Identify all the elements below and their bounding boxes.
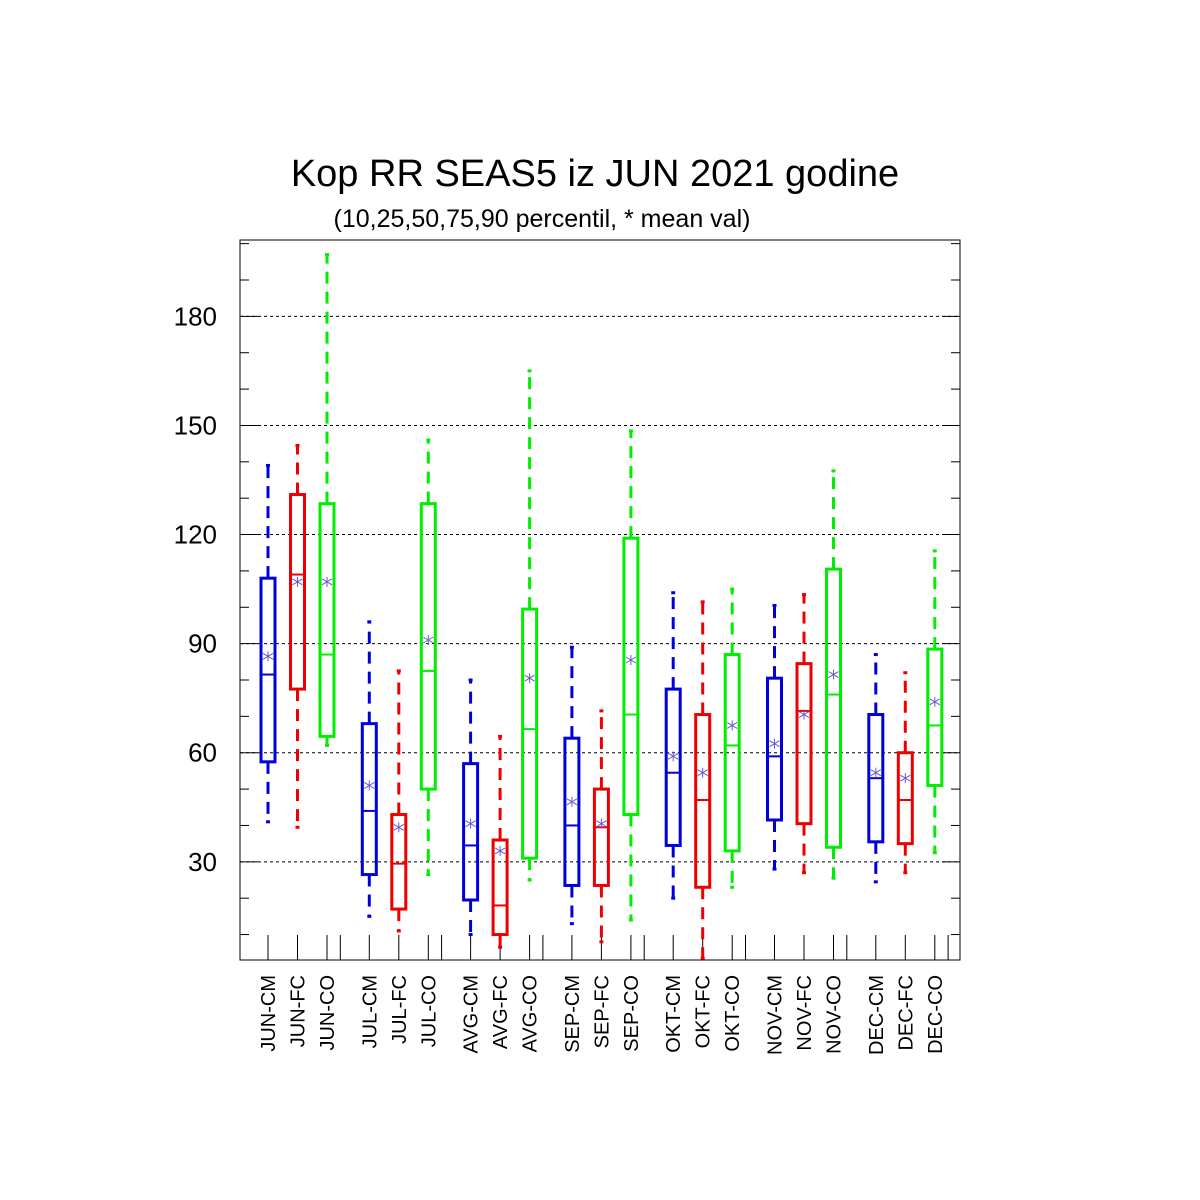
y-tick-label: 120 [174,520,217,550]
category-label: OKT-CO [722,975,744,1052]
category-label: DEC-CM [866,975,888,1055]
iqr-box [622,536,640,817]
mean-marker [494,845,506,856]
mean-marker [798,709,810,720]
gridlines [240,315,960,863]
box-okt-fc [694,600,712,960]
box-dec-co [926,549,944,855]
box-sep-fc [592,709,610,944]
category-label: NOV-CM [765,975,787,1055]
category-label: JUN-FC [288,975,310,1047]
mean-marker [393,822,405,833]
category-label: JUL-CO [418,975,440,1047]
category-label: NOV-FC [794,975,816,1051]
box-okt-co [723,587,741,889]
mean-marker [596,818,607,829]
iqr-box [896,751,914,846]
mean-marker [321,576,333,587]
iqr-box [664,687,682,847]
category-label: SEP-CO [621,975,643,1052]
mean-marker [929,696,941,707]
category-label: AVG-CM [461,975,483,1054]
category-label: NOV-CO [824,975,846,1054]
y-tick-label: 60 [188,738,217,768]
mean-marker [726,720,738,731]
mean-marker [900,773,911,784]
box-avg-co [521,369,539,882]
iqr-box [766,676,783,822]
category-label: JUL-FC [389,975,411,1044]
y-tick-label: 90 [188,629,217,659]
plot-frame [239,239,961,961]
iqr-box [825,567,842,849]
box-nov-cm [766,603,783,871]
iqr-box [491,838,509,937]
category-label: OKT-FC [693,975,715,1048]
mean-marker [566,796,578,807]
box-avg-fc [491,734,509,949]
box-series [259,253,944,960]
iqr-box [259,576,277,764]
category-label: JUL-CM [359,975,381,1048]
mean-marker [524,673,535,684]
chart-title: Kop RR SEAS5 iz JUN 2021 godine [291,153,899,195]
axes: 30 60 90 120 150 180 [174,239,961,961]
category-label: SEP-FC [591,975,613,1048]
box-okt-cm [664,591,682,900]
box-jul-cm [360,620,378,918]
y-tick-label: 150 [174,410,217,440]
mean-marker [667,751,679,762]
mean-marker [364,780,375,791]
iqr-box [360,722,378,877]
box-nov-fc [795,593,813,875]
category-label: DEC-FC [895,975,917,1051]
category-label: AVG-CO [520,975,542,1052]
iqr-box [563,736,581,887]
box-sep-co [622,429,640,922]
iqr-box [795,662,813,826]
iqr-box [390,813,408,911]
mean-marker [697,767,708,778]
box-jun-cm [259,463,277,824]
iqr-box [462,762,480,902]
category-label: OKT-CM [663,975,685,1053]
category-label: JUN-CM [258,975,280,1052]
box-dec-fc [896,671,914,875]
chart-subtitle: (10,25,50,75,90 percentil, * mean val) [334,205,751,233]
mean-marker [292,576,303,587]
box-jun-fc [289,443,306,829]
box-nov-co [825,469,842,880]
iqr-box [289,493,306,691]
iqr-box [592,787,610,887]
category-label: DEC-CO [925,975,947,1054]
iqr-box [419,502,437,791]
mean-marker [769,738,780,749]
iqr-box [318,502,336,738]
box-jun-co [318,253,336,747]
y-tick-label: 180 [174,301,217,331]
category-label: AVG-FC [490,975,512,1049]
box-jul-co [419,438,437,877]
mean-marker [262,651,274,662]
box-dec-cm [867,653,885,884]
box-avg-cm [462,678,480,937]
category-labels: JUN-CM JUN-FC JUN-CO JUL-CM JUL-FC JUL-CO AVG-… [258,975,947,1055]
mean-marker [828,669,839,680]
category-label: SEP-CM [562,975,584,1053]
mean-marker [423,635,434,645]
mean-marker [870,767,882,778]
iqr-box [926,647,944,787]
category-label: JUN-CO [317,975,339,1051]
y-tick-label: 30 [188,847,217,877]
iqr-box [521,607,539,860]
mean-marker [465,818,476,829]
mean-marker [625,655,637,665]
box-jul-fc [390,669,408,933]
iqr-box [723,653,741,853]
box-sep-cm [563,645,581,926]
